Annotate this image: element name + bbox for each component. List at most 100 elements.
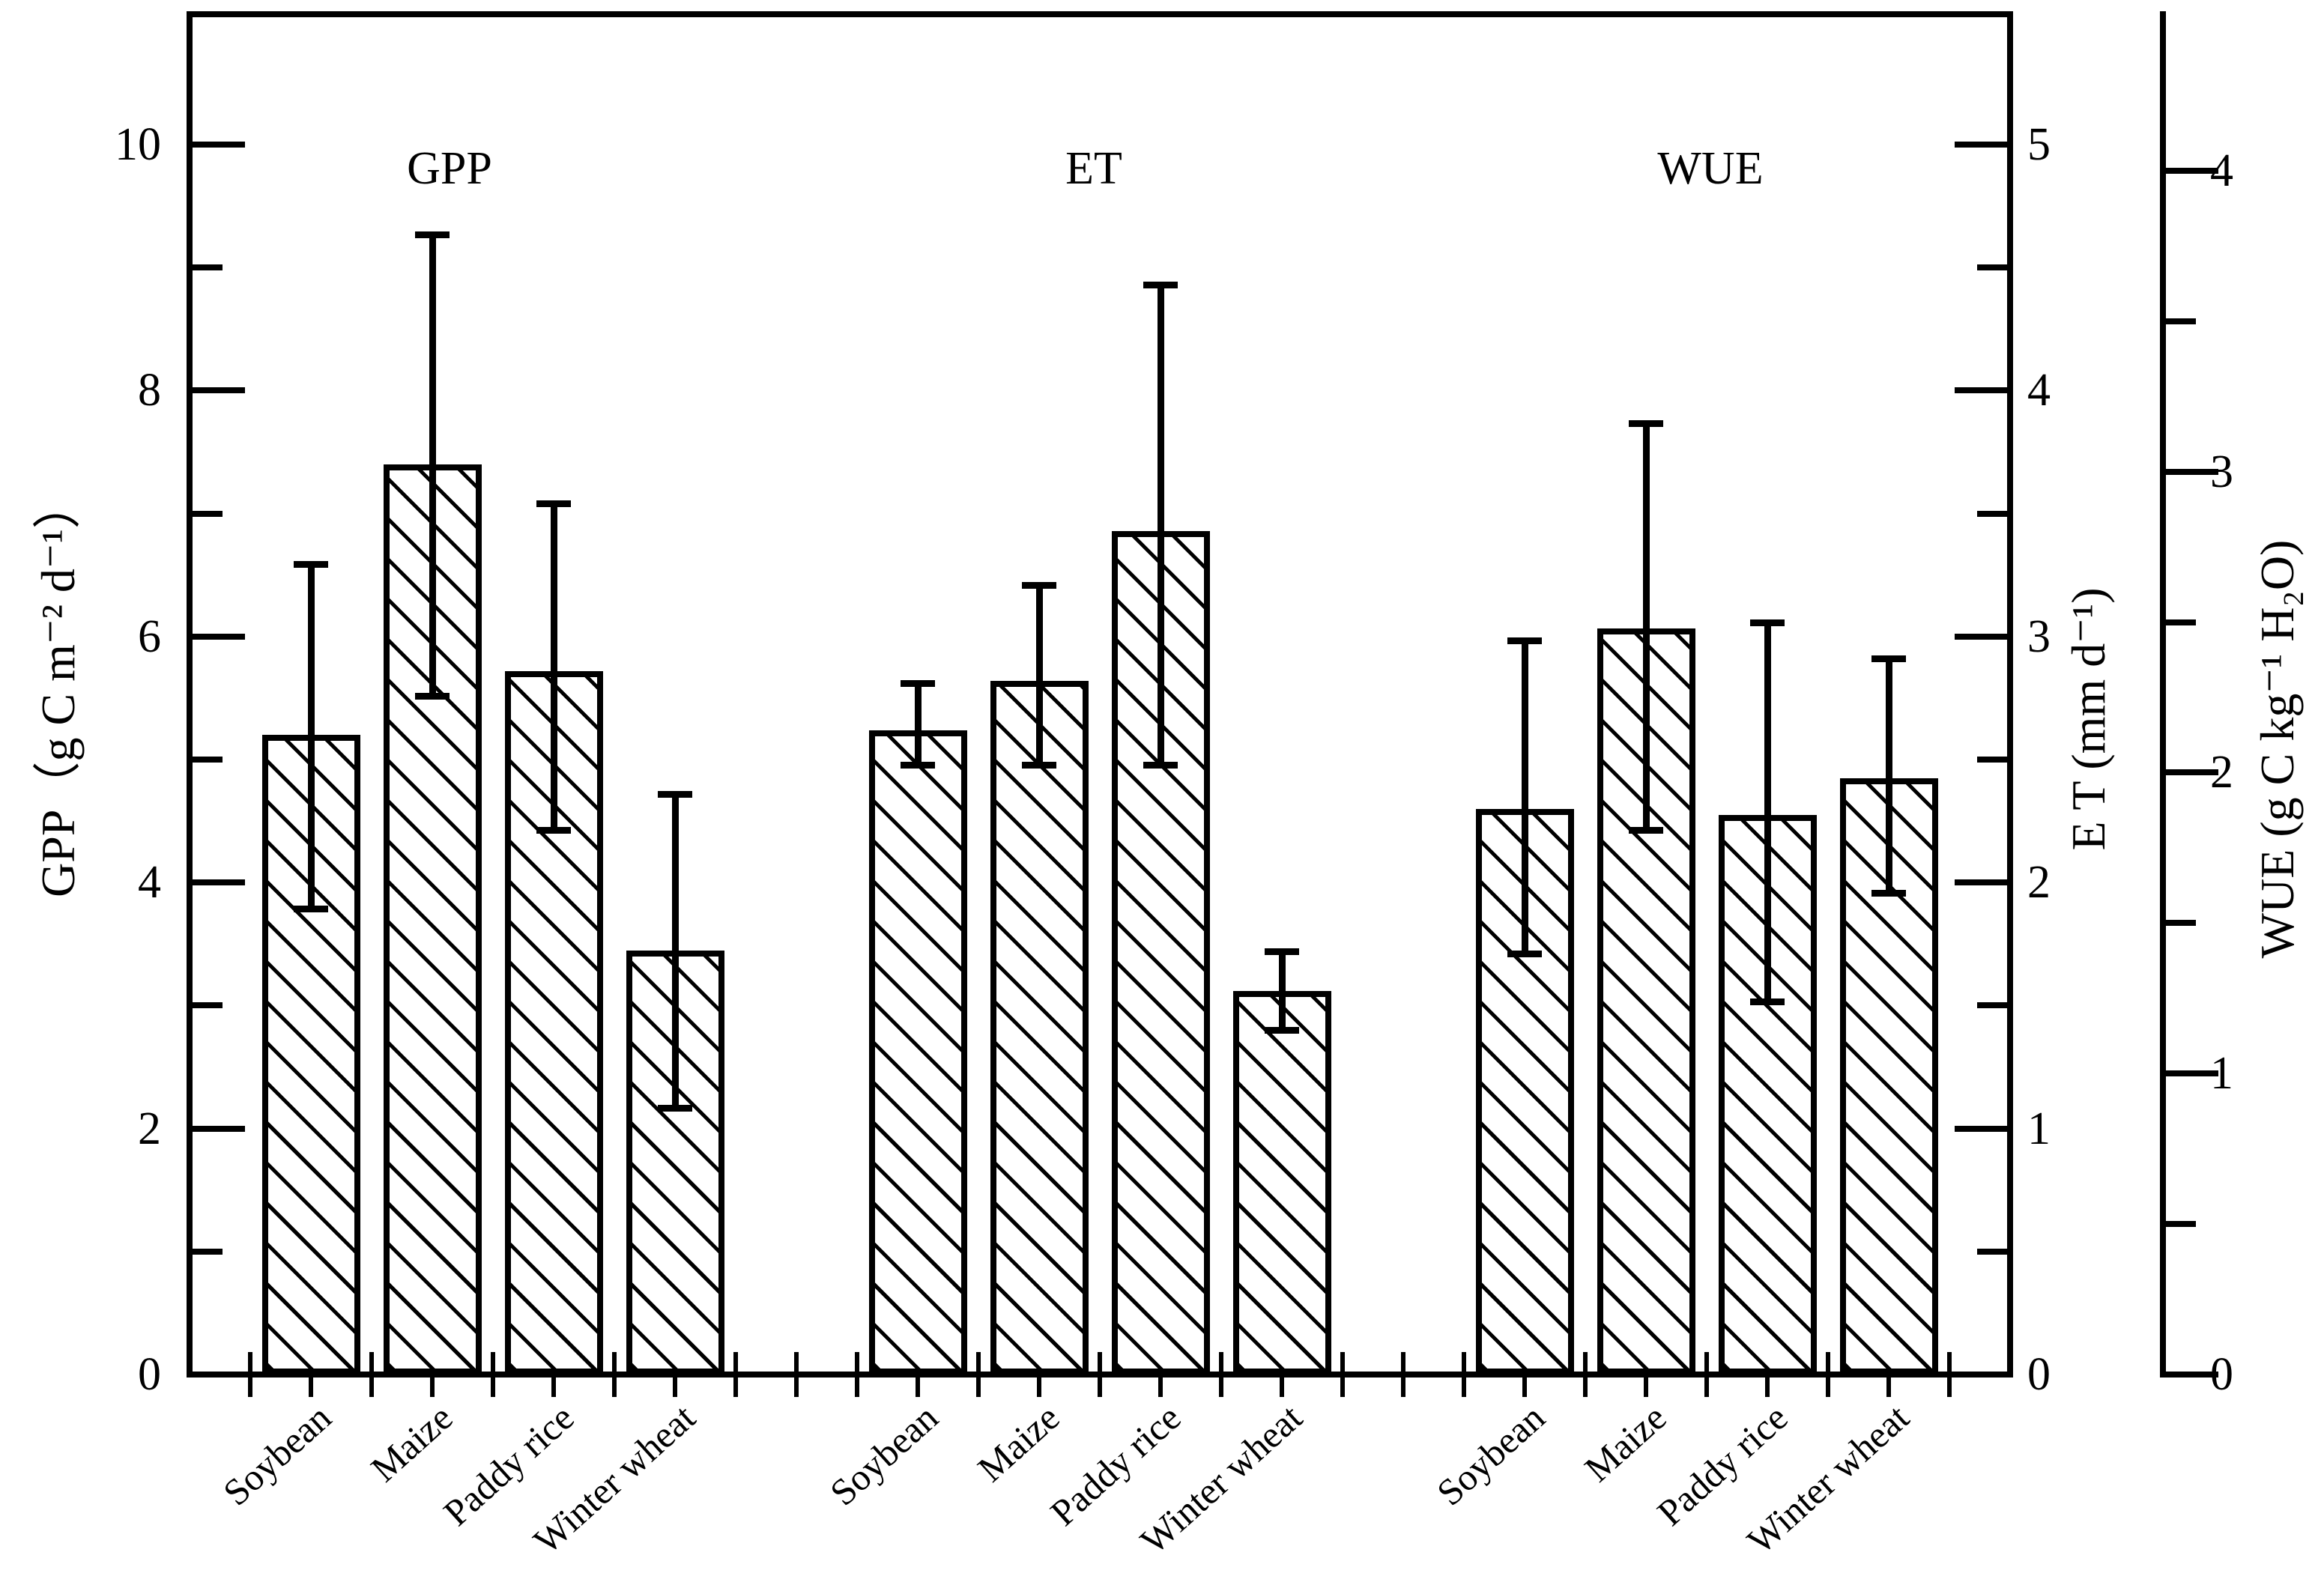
et-axis-minor-tick (1977, 757, 2007, 763)
x-axis-tick (612, 1352, 617, 1397)
et-axis-tick-label: 0 (2027, 1349, 2051, 1400)
gpp-axis-tick-label: 6 (138, 610, 161, 662)
gpp-axis-minor-tick (193, 510, 223, 517)
et-axis-major-tick (1955, 1372, 2007, 1378)
x-axis-tick (1886, 1352, 1891, 1397)
wue-axis-tick-label: 3 (2210, 446, 2233, 497)
et-axis-minor-tick (1977, 264, 2007, 271)
wue-axis-tick-label: 0 (2210, 1349, 2233, 1400)
gpp-axis-minor-tick (193, 757, 223, 763)
et-axis-tick-label: 3 (2027, 610, 2051, 662)
x-axis-tick (1522, 1352, 1527, 1397)
error-bar-cap-top (658, 790, 692, 798)
error-bar-cap-bottom (1265, 1027, 1299, 1034)
wue-axis-tick-label: 4 (2210, 145, 2233, 196)
et-axis-minor-tick (1977, 510, 2007, 517)
x-axis-tick (1765, 1352, 1770, 1397)
x-axis-tick (1340, 1352, 1345, 1397)
error-bar-line (1521, 640, 1528, 954)
gpp-axis-major-tick (193, 1125, 245, 1132)
et-axis-tick-label: 4 (2027, 365, 2051, 416)
wue-axis-major-tick (2166, 167, 2218, 174)
error-bar-line (429, 234, 436, 696)
x-axis-tick (1219, 1352, 1223, 1397)
gpp-axis-major-tick (193, 1372, 245, 1378)
error-bar-line (1278, 951, 1286, 1031)
wue-axis-minor-tick (2166, 318, 2196, 324)
error-bar-line (1035, 584, 1043, 765)
x-axis-tick (1401, 1352, 1405, 1397)
et-axis-minor-tick (1977, 1248, 2007, 1255)
error-bar-cap-top (1629, 420, 1663, 428)
error-bar-cap-top (1143, 282, 1178, 289)
wue-axis-title: WUE (g C kg⁻¹ H₂O) (2251, 539, 2304, 959)
error-bar-cap-top (1871, 655, 1906, 662)
error-bar-line (1157, 285, 1164, 765)
error-bar-cap-bottom (1507, 950, 1542, 957)
x-axis-tick (1583, 1352, 1588, 1397)
gpp-axis-major-tick (193, 142, 245, 148)
group-title-wue: WUE (1657, 143, 1764, 194)
et-axis-minor-tick (1977, 1002, 2007, 1009)
x-axis-tick (916, 1352, 920, 1397)
error-bar-cap-bottom (658, 1104, 692, 1112)
x-axis-tick (1826, 1352, 1830, 1397)
x-axis-tick (1947, 1352, 1952, 1397)
error-bar-cap-bottom (1022, 761, 1056, 769)
x-axis-tick (855, 1352, 859, 1397)
wue-axis-minor-tick (2166, 920, 2196, 927)
wue-axis-major-tick (2166, 1372, 2218, 1378)
category-label: Maize (1576, 1395, 1674, 1490)
gpp-axis-tick-label: 4 (138, 857, 161, 909)
error-bar-line (1885, 658, 1892, 894)
error-bar-cap-bottom (1750, 998, 1785, 1005)
bar-et-maize (990, 680, 1089, 1375)
category-label: Soybean (1429, 1395, 1553, 1514)
error-bar-cap-top (415, 231, 450, 238)
et-axis-major-tick (1955, 1125, 2007, 1132)
error-bar-cap-top (294, 560, 328, 568)
gpp-axis-minor-tick (193, 1002, 223, 1009)
error-bar-cap-bottom (1629, 826, 1663, 834)
x-axis-tick (551, 1352, 556, 1397)
x-axis-tick (248, 1352, 252, 1397)
wue-axis-minor-tick (2166, 619, 2196, 625)
wue-axis-major-tick (2166, 769, 2218, 776)
bar-et-soybean (868, 730, 967, 1375)
error-bar-cap-bottom (1871, 890, 1906, 897)
bar-gpp-maize (383, 464, 482, 1375)
x-axis-tick (369, 1352, 374, 1397)
gpp-axis-major-tick (193, 879, 245, 886)
gpp-axis-minor-tick (193, 1248, 223, 1255)
error-bar-cap-top (1265, 948, 1299, 956)
x-axis-tick (1098, 1352, 1102, 1397)
et-axis-major-tick (1955, 633, 2007, 640)
error-bar-cap-top (901, 680, 935, 688)
gpp-axis-title: GPP（g C m⁻² d⁻¹） (31, 481, 85, 897)
x-axis-tick (430, 1352, 435, 1397)
x-axis-tick (673, 1352, 677, 1397)
error-bar-cap-top (1507, 637, 1542, 644)
x-axis-tick (1462, 1352, 1466, 1397)
et-axis-major-tick (1955, 879, 2007, 886)
error-bar-cap-bottom (415, 692, 450, 700)
error-bar-cap-bottom (294, 905, 328, 912)
wue-axis-minor-tick (2166, 1221, 2196, 1228)
x-axis-tick (1704, 1352, 1709, 1397)
gpp-axis-tick-label: 10 (115, 119, 161, 171)
gpp-axis-minor-tick (193, 264, 223, 271)
error-bar-cap-bottom (901, 761, 935, 769)
gpp-axis-tick-label: 2 (138, 1103, 161, 1154)
x-axis-tick (1280, 1352, 1284, 1397)
wue-axis-tick-label: 2 (2210, 747, 2233, 798)
gpp-axis-major-tick (193, 387, 245, 394)
x-axis-tick (309, 1352, 313, 1397)
wue-axis-tick-label: 1 (2210, 1048, 2233, 1100)
x-axis-tick (491, 1352, 495, 1397)
x-axis-tick (976, 1352, 981, 1397)
category-label: Maize (969, 1395, 1068, 1490)
gpp-axis-tick-label: 8 (138, 365, 161, 416)
x-axis-tick (794, 1352, 799, 1397)
error-bar-cap-bottom (1143, 761, 1178, 769)
